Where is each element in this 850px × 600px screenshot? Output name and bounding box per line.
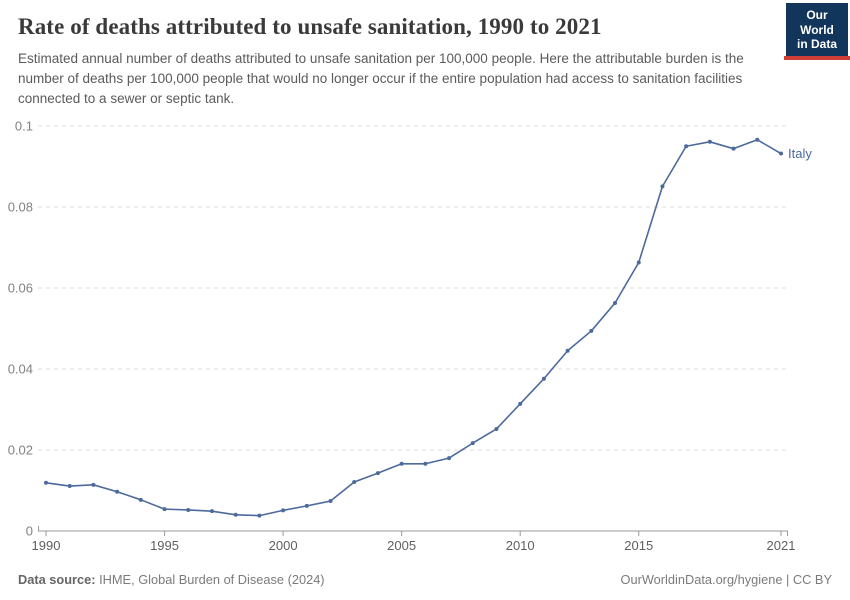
data-point[interactable] xyxy=(423,461,428,466)
y-axis-tick-label: 0.06 xyxy=(8,281,33,296)
y-axis-tick-label: 0.1 xyxy=(15,119,33,134)
data-point[interactable] xyxy=(115,489,120,494)
license-note[interactable]: OurWorldinData.org/hygiene | CC BY xyxy=(620,572,833,587)
owid-logo-accent-bar xyxy=(784,55,850,60)
data-point[interactable] xyxy=(67,484,72,489)
x-axis-tick-label: 2021 xyxy=(767,538,796,553)
data-point[interactable] xyxy=(352,479,357,484)
y-axis-tick-label: 0 xyxy=(26,524,33,539)
trend-line[interactable] xyxy=(45,138,782,517)
data-point[interactable] xyxy=(541,376,546,381)
data-point[interactable] xyxy=(518,401,523,406)
data-point[interactable] xyxy=(636,260,641,265)
data-point[interactable] xyxy=(755,137,760,142)
data-source-note: Data source: IHME, Global Burden of Dise… xyxy=(18,572,325,587)
data-point[interactable] xyxy=(91,482,96,487)
data-point[interactable] xyxy=(375,471,380,476)
data-point[interactable] xyxy=(399,461,404,466)
chart-header: Rate of deaths attributed to unsafe sani… xyxy=(18,14,834,109)
data-point[interactable] xyxy=(281,508,286,513)
data-point[interactable] xyxy=(660,184,665,189)
owid-logo[interactable]: Our World in Data xyxy=(784,3,850,60)
x-axis-tick-label: 2000 xyxy=(269,538,298,553)
data-point[interactable] xyxy=(494,426,499,431)
data-point[interactable] xyxy=(565,348,570,353)
data-point[interactable] xyxy=(44,480,48,485)
data-point[interactable] xyxy=(613,300,618,305)
y-axis-tick-label: 0.02 xyxy=(8,443,33,458)
data-point[interactable] xyxy=(186,507,191,512)
x-axis-tick-label: 2015 xyxy=(624,538,653,553)
page-title: Rate of deaths attributed to unsafe sani… xyxy=(18,14,602,39)
x-axis-tick-label: 1995 xyxy=(150,538,179,553)
data-source-text: IHME, Global Burden of Disease (2024) xyxy=(99,572,325,587)
x-axis-tick-label: 2005 xyxy=(387,538,416,553)
data-point[interactable] xyxy=(707,139,712,144)
data-point[interactable] xyxy=(589,328,594,333)
owid-logo-line1: Our World xyxy=(800,8,834,37)
owid-logo-line2: in Data xyxy=(796,37,837,52)
chart-subtitle: Estimated annual number of deaths attrib… xyxy=(18,51,744,106)
data-source-label: Data source: xyxy=(18,572,96,587)
data-point[interactable] xyxy=(257,513,262,518)
data-point[interactable] xyxy=(779,151,783,156)
x-axis-tick-label: 2010 xyxy=(506,538,535,553)
data-point[interactable] xyxy=(731,146,736,151)
x-axis-tick-label: 1990 xyxy=(32,538,61,553)
y-axis-tick-label: 0.04 xyxy=(8,362,33,377)
data-point[interactable] xyxy=(328,499,333,504)
data-point[interactable] xyxy=(447,456,452,461)
data-point[interactable] xyxy=(684,144,689,149)
data-point[interactable] xyxy=(162,507,167,512)
chart-footer: Data source: IHME, Global Burden of Dise… xyxy=(18,572,832,587)
data-point[interactable] xyxy=(138,497,143,502)
data-point[interactable] xyxy=(209,509,214,514)
series-end-label[interactable]: Italy xyxy=(788,146,812,161)
data-point[interactable] xyxy=(470,441,475,446)
data-point[interactable] xyxy=(304,503,309,508)
data-point[interactable] xyxy=(233,512,238,517)
y-axis-tick-label: 0.08 xyxy=(8,200,33,215)
owid-logo-text: Our World in Data xyxy=(786,3,848,56)
